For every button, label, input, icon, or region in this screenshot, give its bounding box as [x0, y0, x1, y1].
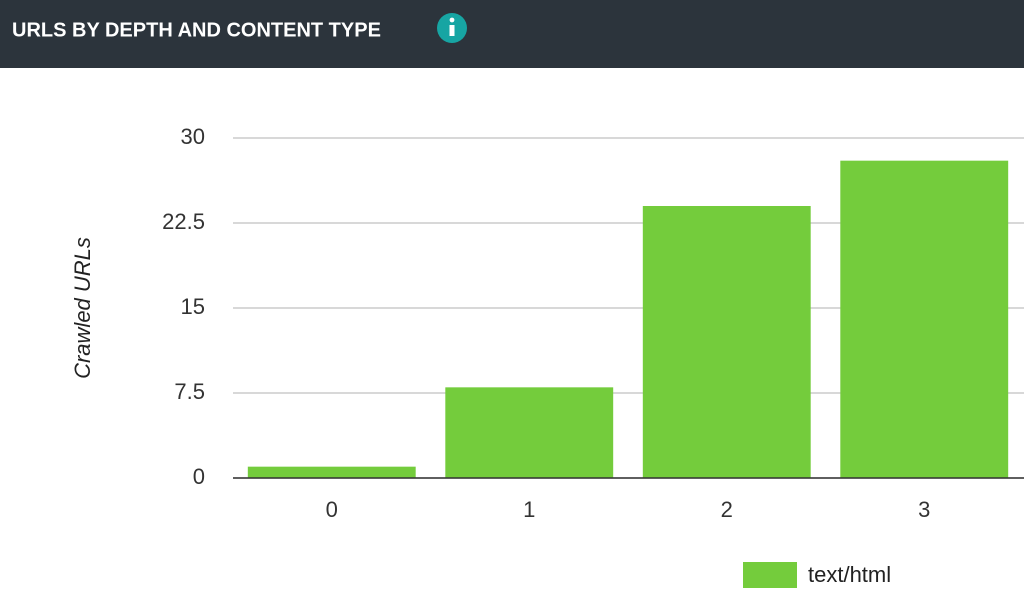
- bar: [840, 160, 1009, 478]
- header-bar: [0, 0, 1024, 68]
- bar: [445, 387, 614, 478]
- y-axis-label: Crawled URLs: [70, 237, 95, 379]
- x-tick-label: 2: [721, 497, 733, 522]
- chart-title: URLS BY DEPTH AND CONTENT TYPE: [12, 19, 381, 41]
- y-tick-label: 7.5: [174, 379, 205, 404]
- x-tick-label: 1: [523, 497, 535, 522]
- bar: [642, 206, 811, 478]
- x-tick-label: 3: [918, 497, 930, 522]
- legend-label: text/html: [808, 562, 891, 587]
- y-tick-label: 0: [193, 464, 205, 489]
- y-tick-label: 15: [181, 294, 205, 319]
- info-icon[interactable]: [437, 13, 467, 43]
- y-tick-label: 30: [181, 124, 205, 149]
- info-icon-stem: [449, 25, 455, 36]
- y-tick-label: 22.5: [162, 209, 205, 234]
- legend-swatch: [743, 562, 797, 588]
- info-icon-dot: [449, 17, 455, 23]
- x-tick-label: 0: [326, 497, 338, 522]
- bar: [247, 466, 416, 478]
